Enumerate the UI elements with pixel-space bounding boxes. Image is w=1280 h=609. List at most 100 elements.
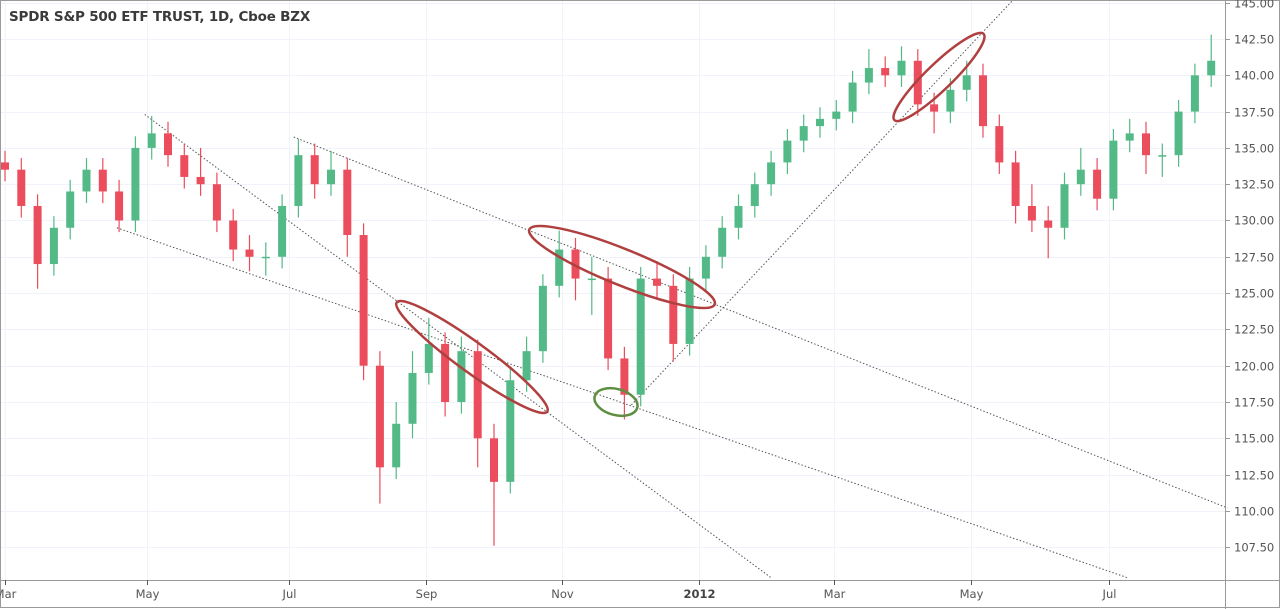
candle-up (897, 46, 906, 87)
candle-body (115, 191, 124, 221)
y-tick-label: 115.00 (1234, 432, 1274, 446)
candle-body (897, 60, 906, 76)
candle-up (1125, 118, 1134, 153)
y-tick-label: 130.00 (1234, 214, 1274, 228)
candle-body (1207, 60, 1216, 76)
trendlines (116, 0, 1228, 579)
candle-body (147, 133, 156, 148)
candle-up (261, 242, 270, 276)
candle-up (1109, 129, 1118, 211)
y-tick-label: 142.50 (1234, 33, 1274, 47)
candle-down (441, 332, 450, 417)
y-tick-label: 110.00 (1234, 505, 1274, 519)
x-tick-label: Mar (0, 587, 17, 601)
candle-down (33, 194, 42, 289)
candle-down (164, 121, 172, 167)
candle-up (767, 150, 776, 196)
candle-body (1044, 220, 1053, 228)
candle-body (816, 118, 824, 127)
candle-body (261, 256, 270, 259)
price-axis[interactable]: 107.50 110.00 112.50 115.00 117.50 120.00 122.… (1225, 0, 1274, 555)
y-tick-label: 137.50 (1234, 106, 1274, 120)
candle-body (1093, 169, 1102, 199)
candle-down (98, 158, 107, 204)
candle-up (1076, 147, 1085, 196)
candle-body (1076, 169, 1085, 185)
candle-body (82, 169, 91, 192)
x-tick-label: May (960, 587, 984, 601)
candle-body (522, 351, 531, 381)
y-tick-label: 132.50 (1234, 178, 1274, 192)
candle-body (864, 68, 873, 83)
candle-down (1093, 158, 1102, 211)
candle-down (17, 158, 26, 218)
candle-body (636, 278, 645, 395)
candle-up (816, 107, 824, 138)
candle-body (783, 140, 792, 163)
annotation-ellipse-red (892, 31, 986, 123)
candle-body (767, 162, 776, 185)
annotation-ellipse-red (394, 299, 550, 415)
candle-up (734, 194, 743, 240)
candle-body (359, 235, 368, 366)
candle-body (98, 169, 107, 192)
candle-body (1011, 162, 1020, 206)
candle-body (473, 351, 482, 439)
candle-body (555, 249, 564, 286)
candle-up (718, 216, 727, 269)
candle-body (1158, 155, 1167, 157)
candle-down (604, 266, 613, 371)
candle-down (571, 237, 580, 301)
candle-body (799, 126, 808, 141)
candle-body (490, 438, 498, 482)
x-tick-label: Mar (824, 587, 846, 601)
candle-body (278, 205, 287, 257)
candle-up (408, 351, 417, 439)
candle-body (310, 155, 319, 185)
candle-body (457, 351, 466, 402)
candle-body (881, 68, 890, 76)
candle-up (555, 230, 564, 298)
candle-up (799, 114, 808, 153)
candle-body (604, 278, 613, 359)
candle-body (1174, 111, 1183, 156)
candle-up (457, 336, 466, 414)
candle-up (701, 245, 710, 291)
trendline (293, 136, 1228, 509)
candle-up (506, 368, 515, 494)
candles (1, 34, 1216, 546)
x-tick-label: Sep (416, 587, 438, 601)
candle-body (33, 205, 42, 265)
candle-body (131, 147, 140, 221)
candle-body (1060, 184, 1069, 228)
candle-body (212, 184, 221, 221)
candle-body (327, 169, 335, 185)
candle-body (441, 343, 450, 402)
candle-up (1190, 63, 1199, 124)
x-tick-label: 2012 (683, 587, 715, 601)
candle-up (1174, 99, 1183, 167)
candle-down (359, 223, 368, 381)
candle-body (343, 169, 352, 236)
y-tick-label: 125.00 (1234, 287, 1274, 301)
y-tick-label: 140.00 (1234, 69, 1274, 83)
candle-body (832, 111, 841, 119)
candle-body (734, 205, 743, 228)
candle-body (930, 104, 939, 112)
candle-up (750, 172, 759, 218)
y-tick-label: 122.50 (1234, 323, 1274, 337)
candle-down (490, 423, 498, 546)
candle-up (783, 129, 792, 175)
candle-down (1044, 205, 1053, 259)
candle-body (424, 343, 433, 373)
time-axis[interactable]: Mar May Jul Sep Nov 2012 Mar May Jul (0, 580, 1116, 601)
candle-body (196, 176, 205, 185)
candle-down (669, 274, 678, 362)
candle-body (1190, 75, 1199, 112)
candle-body (392, 423, 401, 468)
candle-body (979, 75, 987, 127)
candle-body (375, 365, 384, 468)
candle-down (196, 147, 205, 196)
candle-down (979, 63, 987, 138)
